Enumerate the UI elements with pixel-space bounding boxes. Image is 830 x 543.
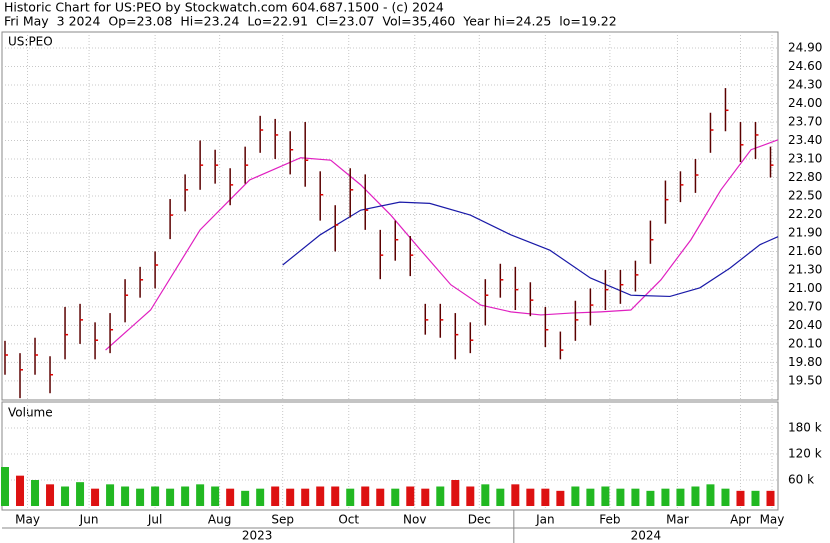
volume-bar [676,488,685,506]
volume-bar [406,486,415,506]
price-panel [1,31,779,401]
volume-bar [136,488,145,506]
y-tick-label: 180 k [788,421,822,435]
volume-bar [541,488,550,506]
y-tick-label: 23.40 [788,133,822,147]
volume-bar [46,484,55,506]
volume-bar [646,490,655,506]
header-title: Historic Chart for US:PEO by Stockwatch.… [4,0,444,15]
volume-bar [211,486,220,506]
volume-bar [571,486,580,506]
volume-bar [271,486,280,506]
volume-bar [181,486,190,506]
volume-bar [361,486,370,506]
x-tick-label: Oct [338,513,359,527]
volume-bar [436,486,445,506]
volume-bar [421,488,430,506]
y-tick-label: 21.30 [788,262,822,276]
x-tick-label: Sep [271,513,294,527]
year-label: 2024 [631,529,662,543]
volume-bar [256,488,265,506]
volume-bar [76,482,85,506]
year-label: 2023 [242,529,273,543]
volume-panel [1,401,779,511]
y-tick-label: 21.90 [788,225,822,239]
volume-bar [31,480,40,506]
x-tick-label: Nov [403,513,426,527]
volume-bar [316,486,325,506]
volume-bar [241,490,250,506]
volume-bar [481,484,490,506]
volume-bar [226,488,235,506]
volume-bar [1,467,10,506]
y-tick-label: 21.60 [788,244,822,258]
y-tick-label: 24.00 [788,96,822,110]
y-tick-label: 24.90 [788,41,822,55]
volume-bar [586,488,595,506]
volume-bar [346,488,355,506]
symbol-label: US:PEO [8,35,53,49]
volume-bar [661,488,670,506]
x-tick-label: Jun [79,513,99,527]
volume-bar [286,488,295,506]
x-tick-label: Apr [730,513,751,527]
y-tick-label: 120 k [788,447,822,461]
volume-bar [556,490,565,506]
y-tick-label: 23.70 [788,114,822,128]
volume-bar [616,488,625,506]
y-tick-label: 22.80 [788,170,822,184]
volume-bar [61,486,70,506]
y-tick-label: 22.20 [788,207,822,221]
volume-bar [601,486,610,506]
volume-bar [766,490,775,506]
volume-bar [91,488,100,506]
volume-bar [751,490,760,506]
volume-bar [451,480,460,506]
x-tick-label: Feb [599,513,620,527]
volume-bar [526,488,535,506]
y-tick-label: 23.10 [788,151,822,165]
x-tick-label: Aug [208,513,231,527]
volume-bar [721,488,730,506]
x-tick-label: Dec [468,513,491,527]
y-tick-label: 20.10 [788,336,822,350]
x-tick-label: Jul [147,513,162,527]
volume-bar [496,488,505,506]
y-tick-label: 60 k [788,473,814,487]
volume-bar [121,486,130,506]
x-tick-label: Jan [535,513,555,527]
volume-bar [691,486,700,506]
volume-bar [196,484,205,506]
volume-bar [706,484,715,506]
y-tick-label: 20.70 [788,299,822,313]
volume-bar [631,488,640,506]
volume-bar [151,486,160,506]
volume-bar [511,484,520,506]
volume-bar [376,488,385,506]
header-subtitle: Fri May 3 2024 Op=23.08 Hi=23.24 Lo=22.9… [4,14,617,29]
y-tick-label: 19.50 [788,373,822,387]
y-tick-label: 22.50 [788,188,822,202]
volume-bar [331,486,340,506]
volume-bar [106,484,115,506]
volume-bar [391,488,400,506]
moving-average [282,201,779,298]
y-tick-label: 20.40 [788,318,822,332]
y-tick-label: 24.60 [788,59,822,73]
y-tick-label: 19.80 [788,355,822,369]
x-tick-label: Mar [666,513,689,527]
moving-average [105,139,779,351]
y-tick-label: 24.30 [788,78,822,92]
volume-bar [16,475,25,506]
volume-bar [736,490,745,506]
x-tick-label: May [15,513,40,527]
volume-bar [466,486,475,506]
y-tick-label: 21.00 [788,281,822,295]
x-tick-label: May [760,513,785,527]
volume-label: Volume [8,406,53,420]
volume-bar [301,488,310,506]
volume-bar [166,488,175,506]
